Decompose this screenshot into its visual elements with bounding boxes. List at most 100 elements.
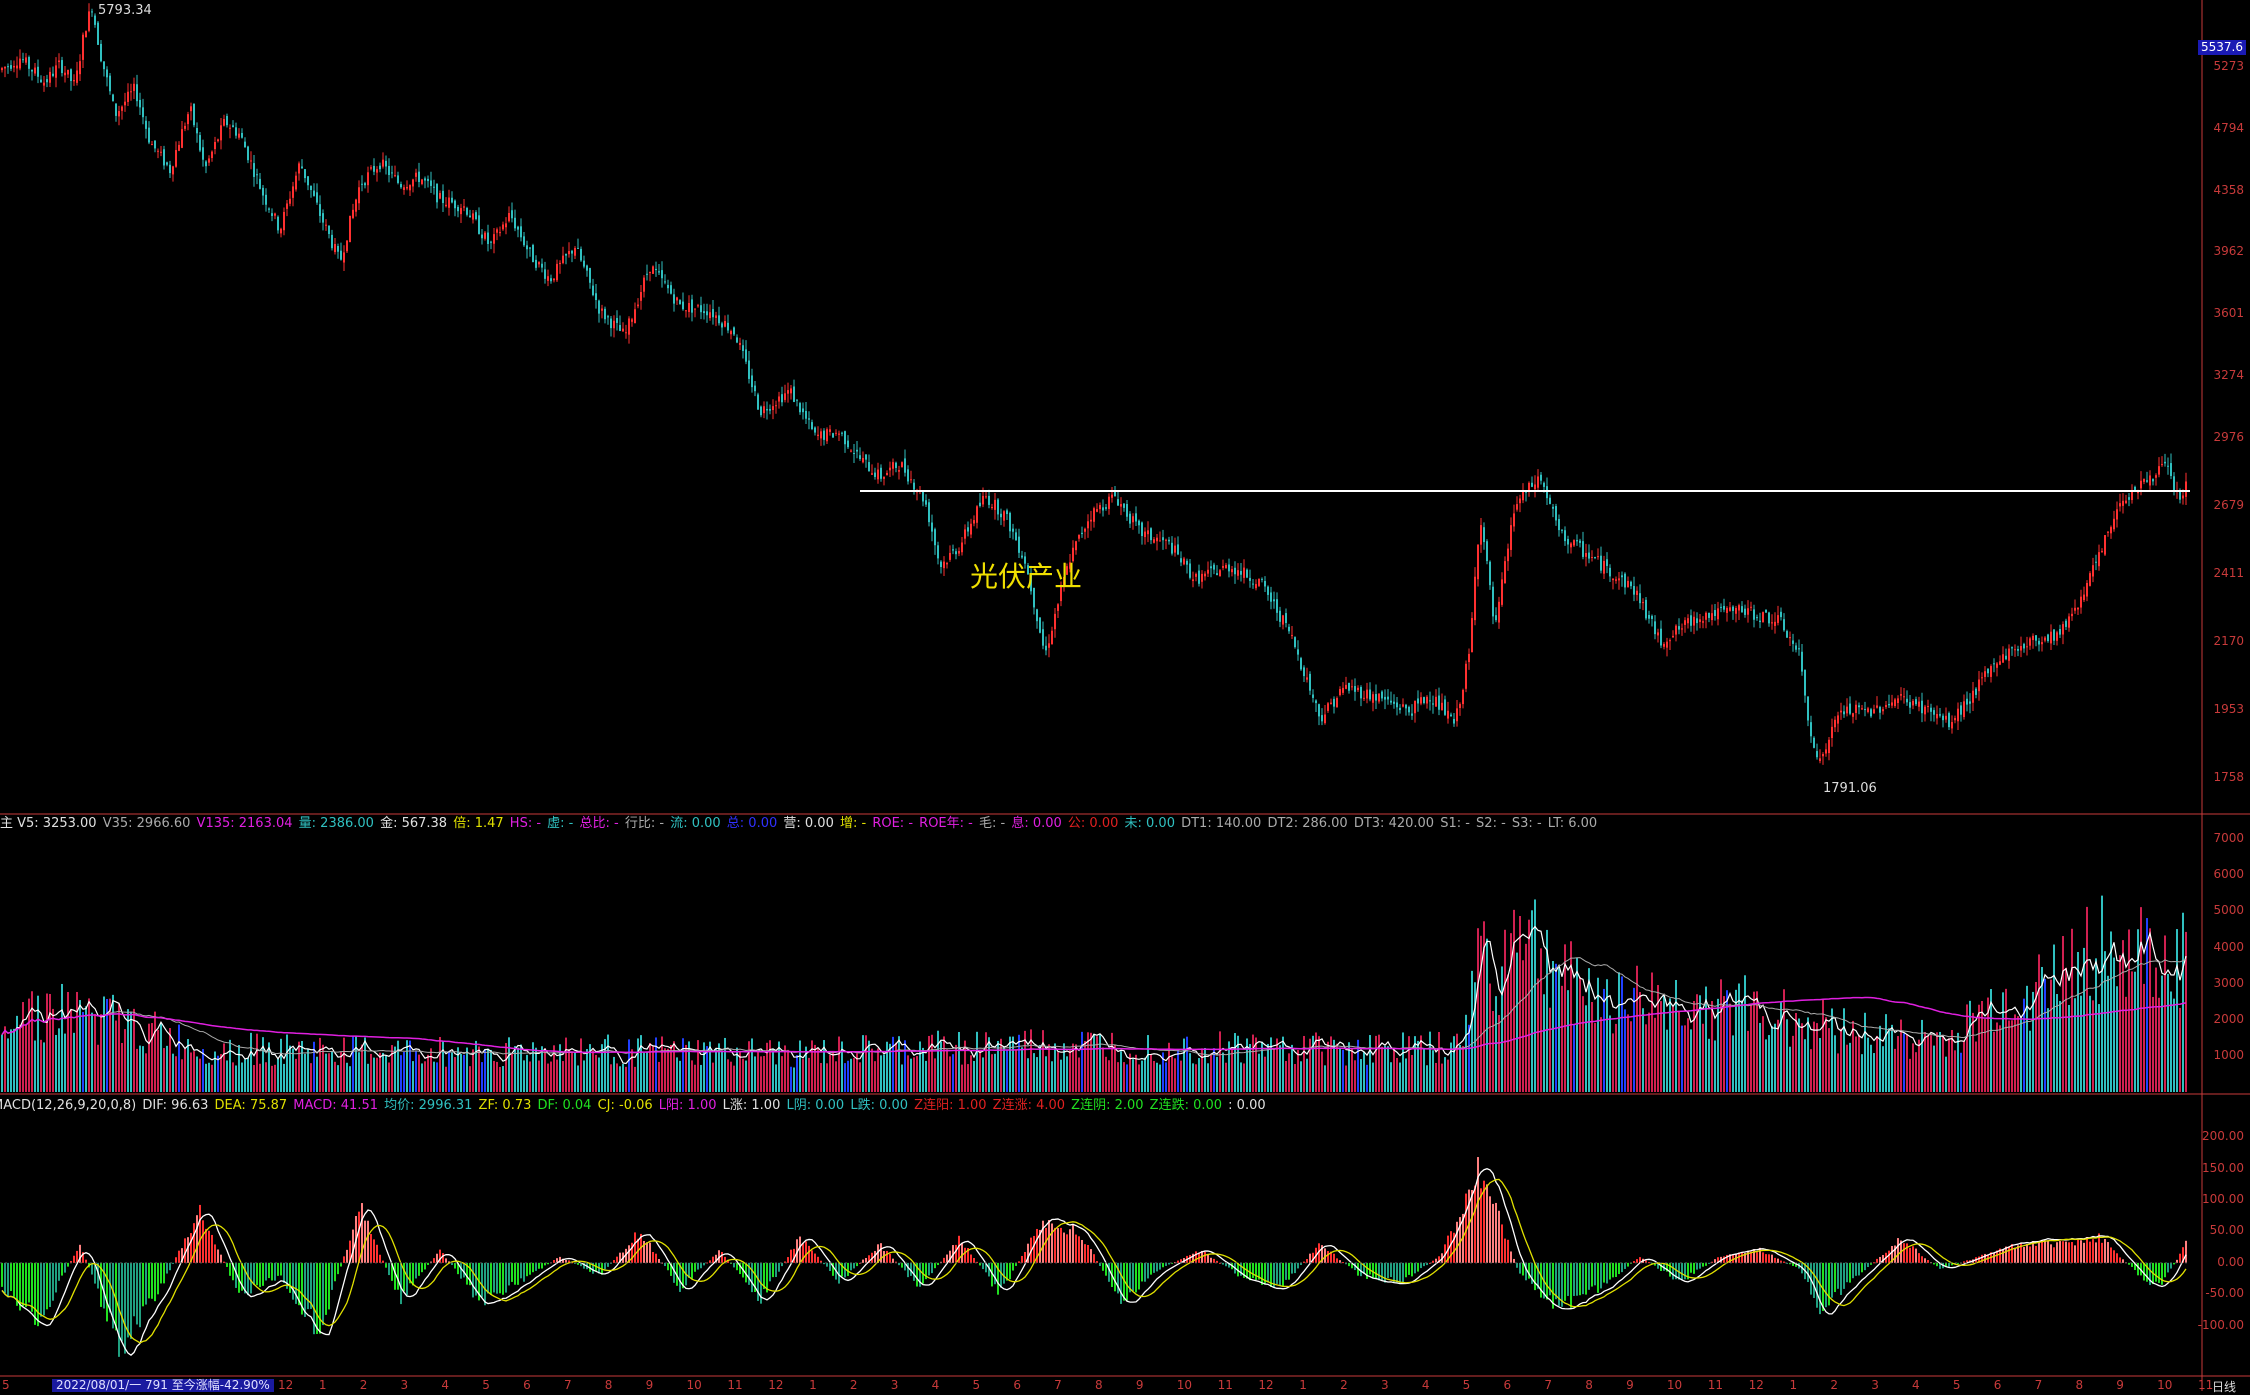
- volume-bar: [1609, 1015, 1611, 1092]
- volume-bar: [730, 1061, 732, 1092]
- volume-bar: [1276, 1038, 1278, 1092]
- macd-bar: [697, 1262, 699, 1270]
- volume-bar: [1699, 995, 1701, 1092]
- candle-body: [958, 551, 960, 554]
- candle-body: [898, 470, 900, 472]
- volume-bar: [853, 1058, 855, 1092]
- volume-bar: [2182, 912, 2184, 1092]
- volume-bar: [1696, 994, 1698, 1092]
- volume-bar: [1411, 1054, 1413, 1092]
- period-selector[interactable]: 日线: [2212, 1380, 2237, 1394]
- volume-bar: [1981, 1000, 1983, 1092]
- macd-bar: [1777, 1258, 1779, 1263]
- candle-body: [643, 277, 645, 292]
- volume-bar: [1963, 1040, 1965, 1092]
- candle-body: [700, 305, 702, 313]
- volume-bar: [1303, 1035, 1305, 1092]
- volume-bar: [1720, 979, 1722, 1092]
- price-axis-tick: 2170: [2213, 633, 2244, 648]
- price-axis-tick: 3274: [2213, 367, 2244, 382]
- price-candles: [1, 3, 2187, 765]
- candle-body: [937, 545, 939, 559]
- volume-bar: [316, 1056, 318, 1092]
- volume-bar: [1660, 1001, 1662, 1092]
- volume-bar: [211, 1064, 213, 1092]
- candle-body: [1825, 749, 1827, 754]
- volume-bar: [2152, 996, 2154, 1092]
- volume-bar: [706, 1046, 708, 1092]
- volume-bar: [1903, 1033, 1905, 1092]
- candle-body: [568, 251, 570, 255]
- candle-body: [1894, 699, 1896, 706]
- candle-body: [502, 224, 504, 230]
- candle-body: [1228, 564, 1230, 572]
- macd-bar: [2074, 1245, 2076, 1263]
- macd-bar: [1558, 1262, 1560, 1306]
- volume-bar: [1186, 1036, 1188, 1092]
- candle-body: [34, 67, 36, 74]
- macd-bar: [901, 1262, 903, 1268]
- volume-bar: [1405, 1058, 1407, 1092]
- macd-bar: [2182, 1247, 2184, 1263]
- volume-bar: [622, 1063, 624, 1092]
- volume-bar: [220, 1054, 222, 1092]
- annotation-text[interactable]: 光伏产业: [970, 560, 1083, 593]
- candle-body: [478, 215, 480, 234]
- macd-bar: [2185, 1240, 2187, 1263]
- macd-bar: [1636, 1259, 1638, 1263]
- macd-bar: [373, 1239, 375, 1263]
- macd-bar: [1390, 1262, 1392, 1277]
- macd-bar: [403, 1262, 405, 1292]
- candle-body: [1945, 715, 1947, 720]
- volume-bar: [1171, 1056, 1173, 1092]
- candle-body: [1318, 704, 1320, 717]
- candle-body: [1480, 525, 1482, 545]
- macd-bar: [1696, 1262, 1698, 1270]
- volume-bar: [928, 1035, 930, 1092]
- candle-body: [913, 482, 915, 490]
- candle-body: [427, 178, 429, 182]
- volume-bar: [145, 1053, 147, 1092]
- volume-bar: [1960, 1052, 1962, 1092]
- volume-bar: [70, 1009, 72, 1092]
- volume-bar: [1039, 1044, 1041, 1092]
- macd-bar: [49, 1262, 51, 1308]
- candle-body: [1864, 709, 1866, 711]
- candle-body: [304, 169, 306, 179]
- macd-bar: [727, 1259, 729, 1263]
- candle-body: [724, 321, 726, 327]
- macd-signal-line: [1, 1168, 2187, 1356]
- candle-body: [1135, 513, 1137, 522]
- macd-bar: [1066, 1234, 1068, 1263]
- volume-bar: [175, 1056, 177, 1092]
- candle-body: [1993, 663, 1995, 665]
- macd-bar: [229, 1262, 231, 1276]
- volume-bar: [1228, 1041, 1230, 1092]
- volume-bar: [2047, 1008, 2049, 1092]
- candle-body: [2173, 476, 2175, 492]
- volume-bar: [1486, 938, 1488, 1092]
- candle-body: [1321, 715, 1323, 722]
- candle-body: [1192, 579, 1194, 582]
- candle-body: [1345, 684, 1347, 689]
- volume-bar: [181, 1059, 183, 1092]
- candle-body: [91, 11, 93, 13]
- candle-body: [1498, 601, 1500, 623]
- macd-bar: [1480, 1188, 1482, 1263]
- volume-bar: [1048, 1044, 1050, 1092]
- candle-body: [19, 58, 21, 69]
- macd-bar: [1654, 1262, 1656, 1266]
- macd-bar: [2143, 1262, 2145, 1281]
- macd-bar: [1693, 1262, 1695, 1274]
- volume-bar: [1987, 997, 1989, 1092]
- macd-bar: [2170, 1262, 2172, 1269]
- macd-bar: [1006, 1262, 1008, 1281]
- macd-bar: [2035, 1245, 2037, 1263]
- volume-bar: [1576, 957, 1578, 1092]
- macd-bar: [703, 1262, 705, 1266]
- volume-bar: [796, 1055, 798, 1092]
- candle-body: [1306, 677, 1308, 680]
- candle-body: [1879, 706, 1881, 713]
- candle-body: [901, 462, 903, 468]
